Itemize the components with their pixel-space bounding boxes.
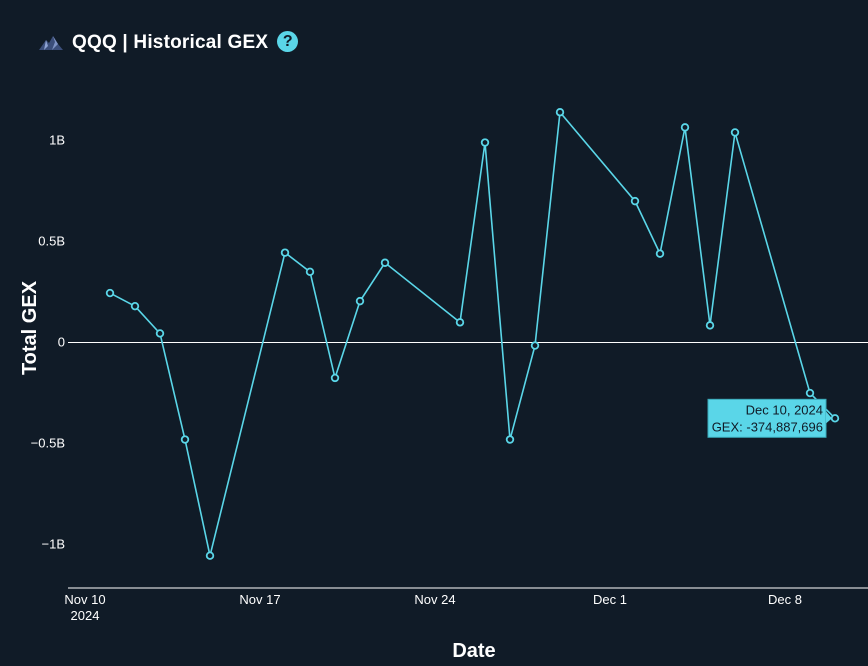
data-point <box>505 435 515 444</box>
data-point <box>155 329 165 338</box>
hover-tooltip: Dec 10, 2024 GEX: -374,887,696 <box>707 398 832 438</box>
data-point <box>530 341 540 350</box>
x-tick-label: Dec 1 <box>593 592 627 607</box>
data-point <box>455 318 465 327</box>
data-point <box>330 373 340 383</box>
y-tick-label: 1B <box>49 133 65 148</box>
data-point <box>480 138 490 147</box>
tooltip-date: Dec 10, 2024 <box>746 402 823 417</box>
chart-title: QQQ | Historical GEX <box>72 32 269 53</box>
y-tick-label: 0.5B <box>38 234 65 249</box>
data-point <box>555 108 565 117</box>
data-point <box>680 123 690 132</box>
tooltip-value: GEX: -374,887,696 <box>712 419 823 434</box>
x-axis-title: Date <box>452 640 495 662</box>
data-point <box>730 128 740 137</box>
data-point <box>805 388 815 398</box>
tooltip-box <box>707 398 827 438</box>
tooltip-pointer <box>826 411 832 424</box>
data-point <box>830 414 840 423</box>
data-point <box>655 249 665 258</box>
data-point <box>205 551 215 560</box>
x-tick-label: Nov 10 <box>64 592 105 607</box>
data-point <box>305 267 315 277</box>
series-points <box>105 108 840 560</box>
y-axis-title: Total GEX <box>19 280 41 375</box>
data-point <box>130 301 140 311</box>
data-point <box>280 248 290 257</box>
data-point <box>105 288 115 298</box>
x-tick-label: Nov 17 <box>239 592 280 607</box>
mountain-logo-icon <box>39 36 63 50</box>
x-tick-label: Nov 24 <box>414 592 455 607</box>
data-point <box>630 196 640 206</box>
y-axis-ticks: 1B 0.5B 0 −0.5B −1B <box>31 133 65 552</box>
x-tick-sublabel: 2024 <box>71 608 100 623</box>
data-point <box>380 258 390 267</box>
data-point <box>705 321 715 330</box>
question-circle-icon[interactable]: ? <box>277 31 299 52</box>
data-point <box>180 435 190 444</box>
chart-header: QQQ | Historical GEX ? <box>38 28 299 58</box>
y-tick-label: 0 <box>58 335 65 350</box>
y-tick-label: −0.5B <box>31 436 65 451</box>
x-tick-label: Dec 8 <box>768 592 802 607</box>
y-tick-label: −1B <box>42 537 66 552</box>
data-point <box>355 296 365 306</box>
series-line <box>109 110 836 556</box>
